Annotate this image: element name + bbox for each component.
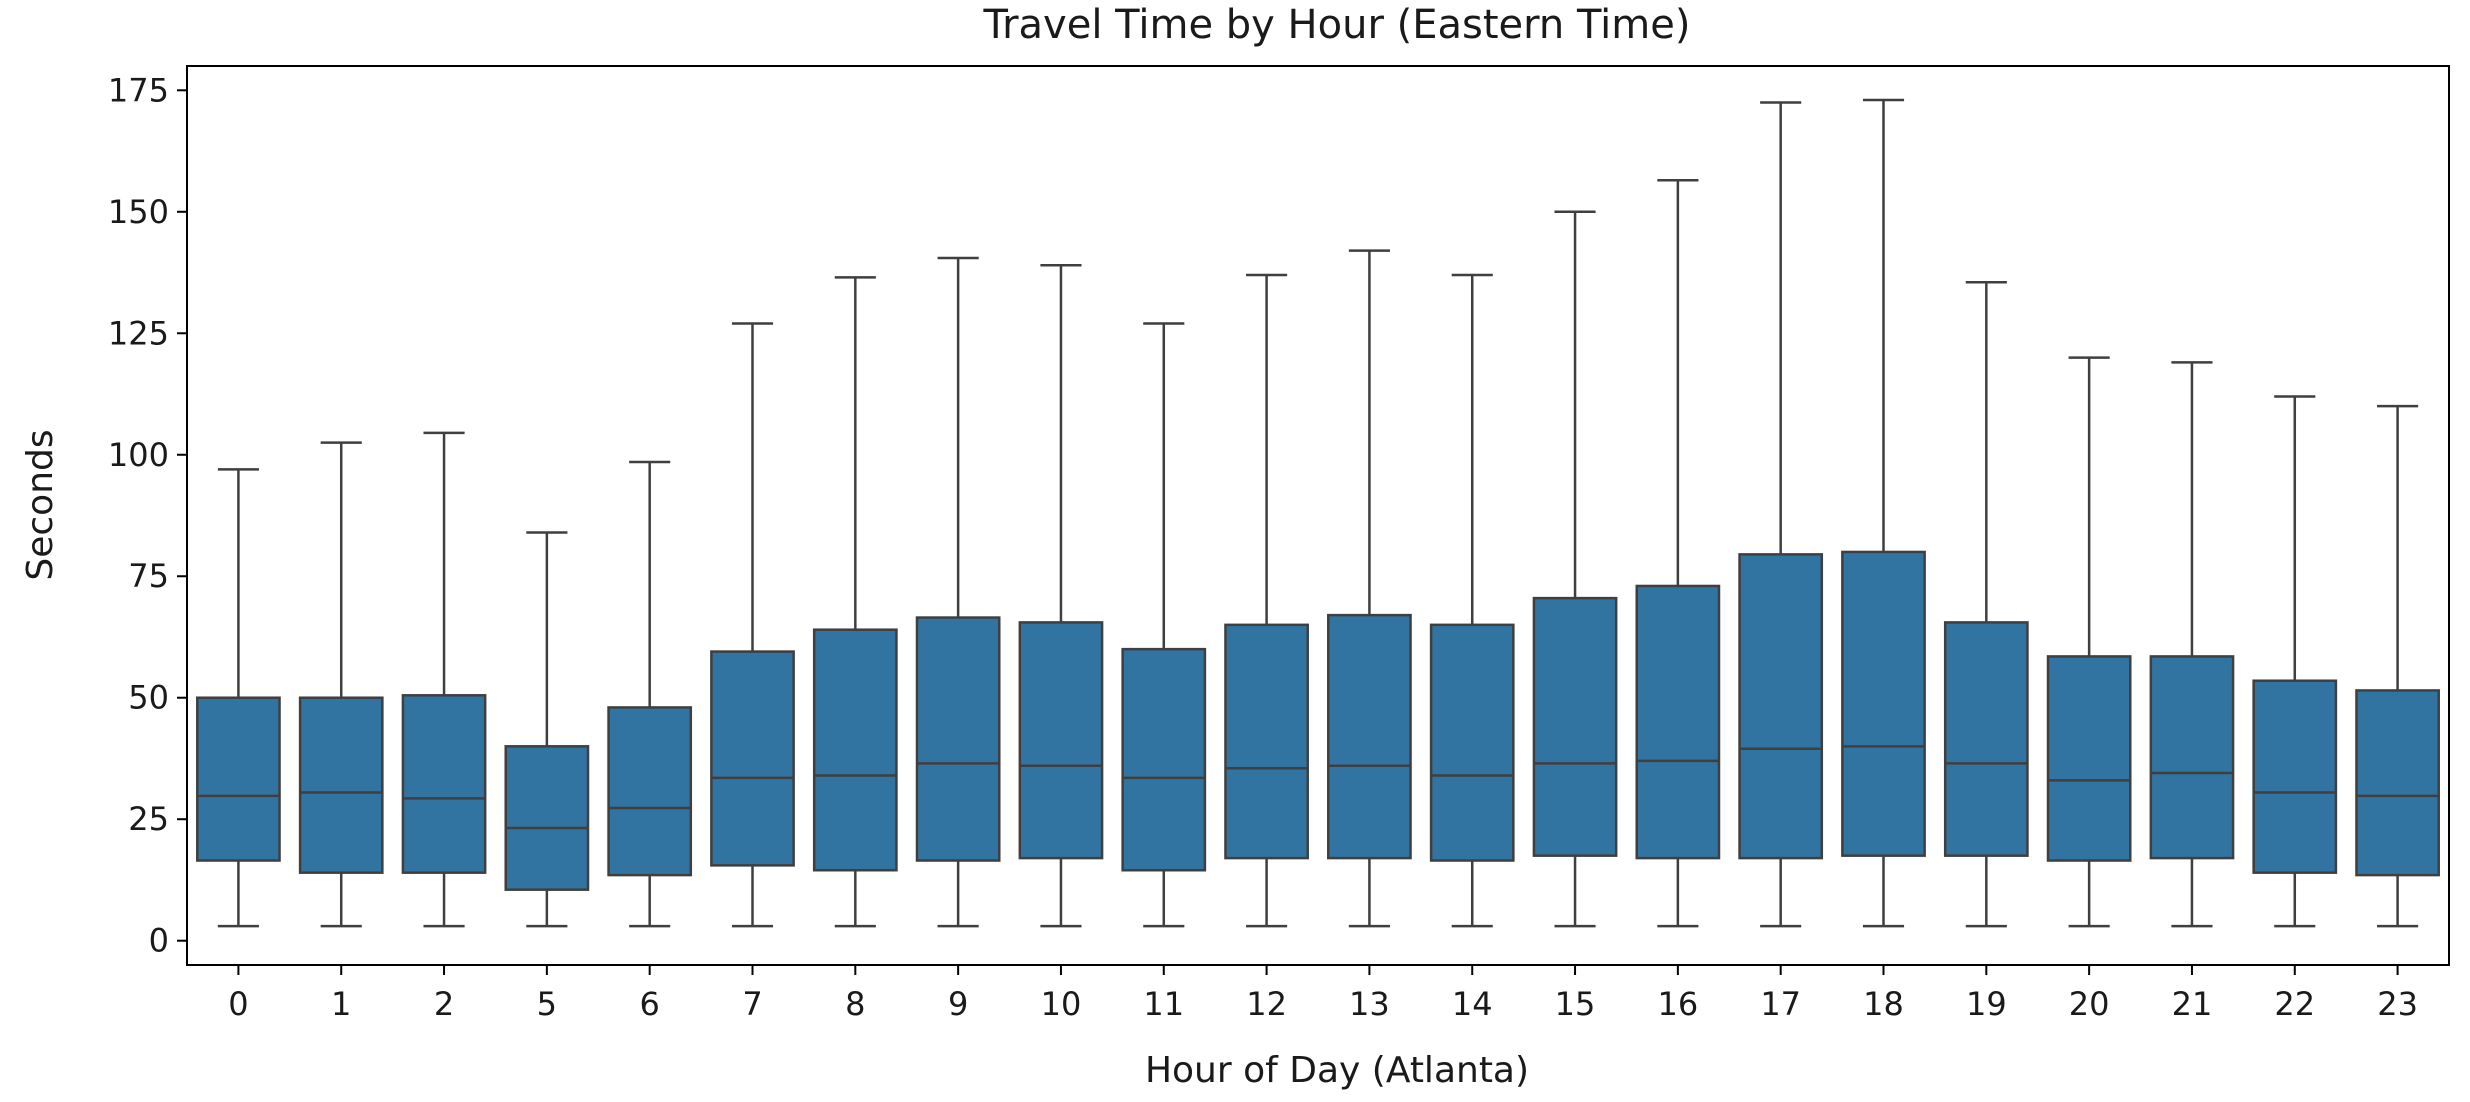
x-tick-label: 19	[1966, 985, 2007, 1023]
x-tick-label: 17	[1760, 985, 1801, 1023]
iqr-box	[1224, 623, 1309, 860]
iqr-box	[504, 745, 590, 891]
plot-area	[196, 98, 2440, 928]
x-tick-label: 1	[331, 985, 351, 1023]
iqr-box	[915, 616, 1001, 862]
chart-title: Travel Time by Hour (Eastern Time)	[983, 2, 1691, 48]
y-axis: 0 25 50 75 100 125 150 175	[108, 71, 187, 960]
box-hour-20	[2046, 356, 2132, 928]
box-hour-10	[1018, 263, 1104, 928]
box-hour-7	[710, 322, 795, 928]
iqr-box	[1327, 613, 1412, 860]
box-hour-17	[1738, 101, 1824, 928]
box-hour-19	[1943, 280, 2029, 928]
iqr-box	[1738, 553, 1824, 860]
x-tick-label: 20	[2069, 985, 2110, 1023]
x-tick-label: 10	[1041, 985, 1082, 1023]
iqr-box	[1429, 623, 1515, 862]
x-tick-label: 8	[845, 985, 865, 1023]
iqr-box	[1943, 621, 2029, 857]
plot-frame	[186, 65, 2450, 966]
x-tick-label: 23	[2377, 985, 2418, 1023]
x-tick-label: 9	[948, 985, 968, 1023]
y-axis-label: Seconds	[20, 429, 61, 580]
x-tick-label: 15	[1555, 985, 1596, 1023]
box-hour-23	[2355, 404, 2440, 928]
iqr-box	[1532, 596, 1618, 857]
box-hour-5	[504, 531, 590, 928]
x-axis-label: Hour of Day (Atlanta)	[1145, 1050, 1529, 1091]
y-tick-label: 0	[149, 922, 169, 960]
y-tick-label: 175	[108, 71, 169, 109]
iqr-box	[298, 696, 384, 874]
x-tick-label: 18	[1863, 985, 1904, 1023]
box-hour-12	[1224, 273, 1309, 928]
y-tick-label: 100	[108, 436, 169, 474]
iqr-box	[812, 628, 898, 872]
box-hour-11	[1121, 322, 1207, 928]
iqr-box	[710, 650, 795, 867]
iqr-box	[2355, 689, 2440, 877]
x-tick-label: 6	[640, 985, 660, 1023]
box-hour-0	[196, 468, 281, 928]
x-tick-label: 21	[2172, 985, 2213, 1023]
iqr-box	[2252, 679, 2338, 874]
y-tick-label: 150	[108, 193, 169, 231]
iqr-box	[1121, 647, 1207, 872]
x-tick-label: 16	[1658, 985, 1699, 1023]
x-tick-label: 2	[434, 985, 454, 1023]
box-hour-9	[915, 256, 1001, 928]
box-hour-2	[401, 431, 487, 928]
iqr-box	[607, 706, 693, 877]
x-tick-label: 14	[1452, 985, 1493, 1023]
x-tick-label: 7	[742, 985, 762, 1023]
box-hour-8	[812, 276, 898, 928]
y-tick-label: 125	[108, 314, 169, 352]
x-tick-label: 5	[537, 985, 557, 1023]
x-axis: 0 1 2 5 6 7 8 9 10 11 12 13 14 15 16 17 18 19 20 21 22 23	[228, 965, 2418, 1023]
box-hour-6	[607, 460, 693, 928]
y-tick-label: 50	[128, 679, 169, 717]
iqr-box	[2046, 655, 2132, 862]
iqr-box	[196, 696, 281, 862]
box-hour-1	[298, 441, 384, 928]
box-hour-13	[1327, 249, 1412, 928]
box-hour-21	[2149, 361, 2235, 928]
x-tick-label: 0	[228, 985, 248, 1023]
iqr-box	[2149, 655, 2235, 860]
iqr-box	[1018, 621, 1104, 860]
x-tick-label: 13	[1349, 985, 1390, 1023]
box-hour-22	[2252, 395, 2338, 928]
box-hour-15	[1532, 210, 1618, 928]
y-tick-label: 75	[128, 557, 169, 595]
box-hour-18	[1841, 98, 1926, 928]
x-tick-label: 12	[1246, 985, 1287, 1023]
iqr-box	[1841, 550, 1926, 857]
y-tick-label: 25	[128, 800, 169, 838]
box-hour-16	[1635, 178, 1721, 928]
box-hour-14	[1429, 273, 1515, 928]
iqr-box	[401, 694, 487, 874]
x-tick-label: 22	[2274, 985, 2315, 1023]
iqr-box	[1635, 584, 1721, 860]
x-tick-label: 11	[1143, 985, 1184, 1023]
